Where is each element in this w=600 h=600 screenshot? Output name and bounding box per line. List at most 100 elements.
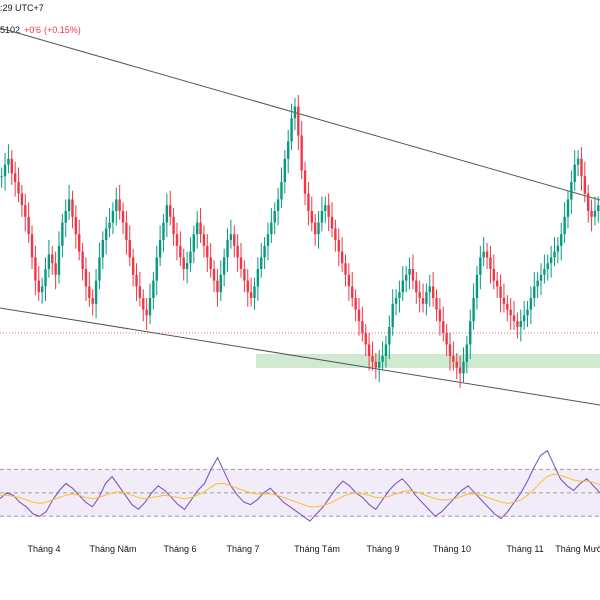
candle-body bbox=[195, 222, 199, 235]
candle-body bbox=[94, 280, 98, 304]
candle-body bbox=[593, 211, 597, 217]
candle-body bbox=[334, 228, 337, 240]
candle-body bbox=[44, 269, 47, 287]
candle-body bbox=[276, 199, 280, 211]
candle-body bbox=[313, 222, 317, 235]
candle-body bbox=[34, 257, 37, 281]
candle-body bbox=[158, 240, 162, 258]
candle-body bbox=[553, 251, 556, 258]
candle-body bbox=[118, 199, 121, 211]
candle-body bbox=[506, 303, 509, 310]
candle-body bbox=[371, 356, 374, 362]
candle-body bbox=[509, 309, 512, 316]
candle-body bbox=[0, 176, 3, 178]
candle-body bbox=[290, 118, 293, 142]
x-tick-label: Tháng 6 bbox=[163, 544, 196, 554]
candle-body bbox=[84, 269, 88, 287]
candle-body bbox=[529, 298, 533, 310]
candle-body bbox=[361, 321, 364, 333]
candle-body bbox=[404, 274, 408, 281]
candle-body bbox=[108, 222, 111, 229]
candle-body bbox=[40, 286, 44, 293]
candle-body bbox=[516, 321, 519, 327]
candle-body bbox=[222, 257, 226, 275]
candle-body bbox=[519, 321, 522, 327]
candle-body bbox=[246, 280, 249, 293]
candle-body bbox=[462, 361, 465, 374]
candle-body bbox=[303, 170, 307, 194]
candles-pane[interactable] bbox=[0, 27, 600, 406]
candle-body bbox=[576, 158, 580, 165]
candle-body bbox=[337, 240, 340, 252]
candle-body bbox=[401, 280, 405, 293]
candle-body bbox=[442, 321, 445, 333]
rsi-pane[interactable] bbox=[0, 449, 600, 522]
candle-body bbox=[67, 199, 71, 211]
candle-body bbox=[489, 257, 492, 269]
candle-body bbox=[408, 269, 411, 275]
candle-body bbox=[189, 251, 192, 264]
candle-body bbox=[273, 211, 276, 223]
x-tick-label: Tháng 4 bbox=[27, 544, 60, 554]
candle-body bbox=[199, 222, 202, 235]
candle-body bbox=[472, 298, 475, 322]
candle-body bbox=[566, 199, 570, 217]
candle-body bbox=[398, 292, 401, 298]
candle-body bbox=[539, 274, 543, 281]
candle-body bbox=[236, 245, 239, 258]
candle-body bbox=[465, 344, 469, 362]
candle-body bbox=[64, 211, 67, 223]
candle-body bbox=[526, 309, 529, 316]
candle-body bbox=[111, 211, 115, 223]
candle-body bbox=[330, 216, 334, 229]
candle-body bbox=[479, 257, 482, 275]
candle-body bbox=[179, 245, 182, 258]
candle-body bbox=[47, 254, 51, 269]
candle-body bbox=[61, 222, 64, 246]
candle-body bbox=[512, 315, 516, 322]
candle-body bbox=[98, 257, 101, 281]
candle-body bbox=[357, 309, 361, 322]
candle-body bbox=[169, 205, 172, 217]
candle-body bbox=[13, 173, 17, 182]
candle-body bbox=[428, 286, 431, 293]
candle-body bbox=[142, 298, 145, 310]
candle-body bbox=[587, 193, 590, 211]
candle-body bbox=[216, 280, 219, 293]
candle-body bbox=[226, 240, 229, 258]
candle-body bbox=[145, 309, 148, 316]
x-tick-label: Tháng Năm bbox=[89, 544, 136, 554]
candle-body bbox=[125, 222, 128, 240]
candle-body bbox=[388, 327, 391, 345]
candle-body bbox=[71, 199, 74, 217]
candle-body bbox=[233, 234, 236, 246]
candle-body bbox=[307, 193, 310, 211]
candle-body bbox=[27, 216, 30, 235]
candle-body bbox=[455, 361, 458, 368]
candle-body bbox=[458, 367, 462, 374]
candle-body bbox=[580, 158, 583, 177]
candle-body bbox=[283, 158, 287, 182]
time-axis[interactable]: Tháng 4 Tháng Năm Tháng 6 Tháng 7 Tháng Tám T… bbox=[27, 544, 600, 554]
candle-body bbox=[206, 245, 209, 258]
candle-body bbox=[415, 280, 418, 293]
candle-body bbox=[320, 211, 324, 223]
candle-body bbox=[300, 135, 303, 171]
candle-body bbox=[287, 141, 290, 159]
candle-body bbox=[30, 234, 34, 258]
candle-body bbox=[270, 222, 273, 235]
chart-time-zone: :29 UTC+7 bbox=[0, 3, 44, 13]
candle-body bbox=[131, 257, 135, 275]
candle-body bbox=[209, 257, 212, 269]
candle-body bbox=[293, 106, 297, 119]
candle-body bbox=[536, 280, 539, 287]
candle-body bbox=[20, 193, 24, 206]
candle-body bbox=[445, 332, 448, 345]
candle-body bbox=[280, 182, 283, 200]
candle-body bbox=[249, 292, 253, 298]
candle-body bbox=[435, 298, 438, 310]
candle-body bbox=[128, 240, 131, 258]
candle-body bbox=[115, 199, 118, 211]
candle-body bbox=[482, 251, 485, 258]
